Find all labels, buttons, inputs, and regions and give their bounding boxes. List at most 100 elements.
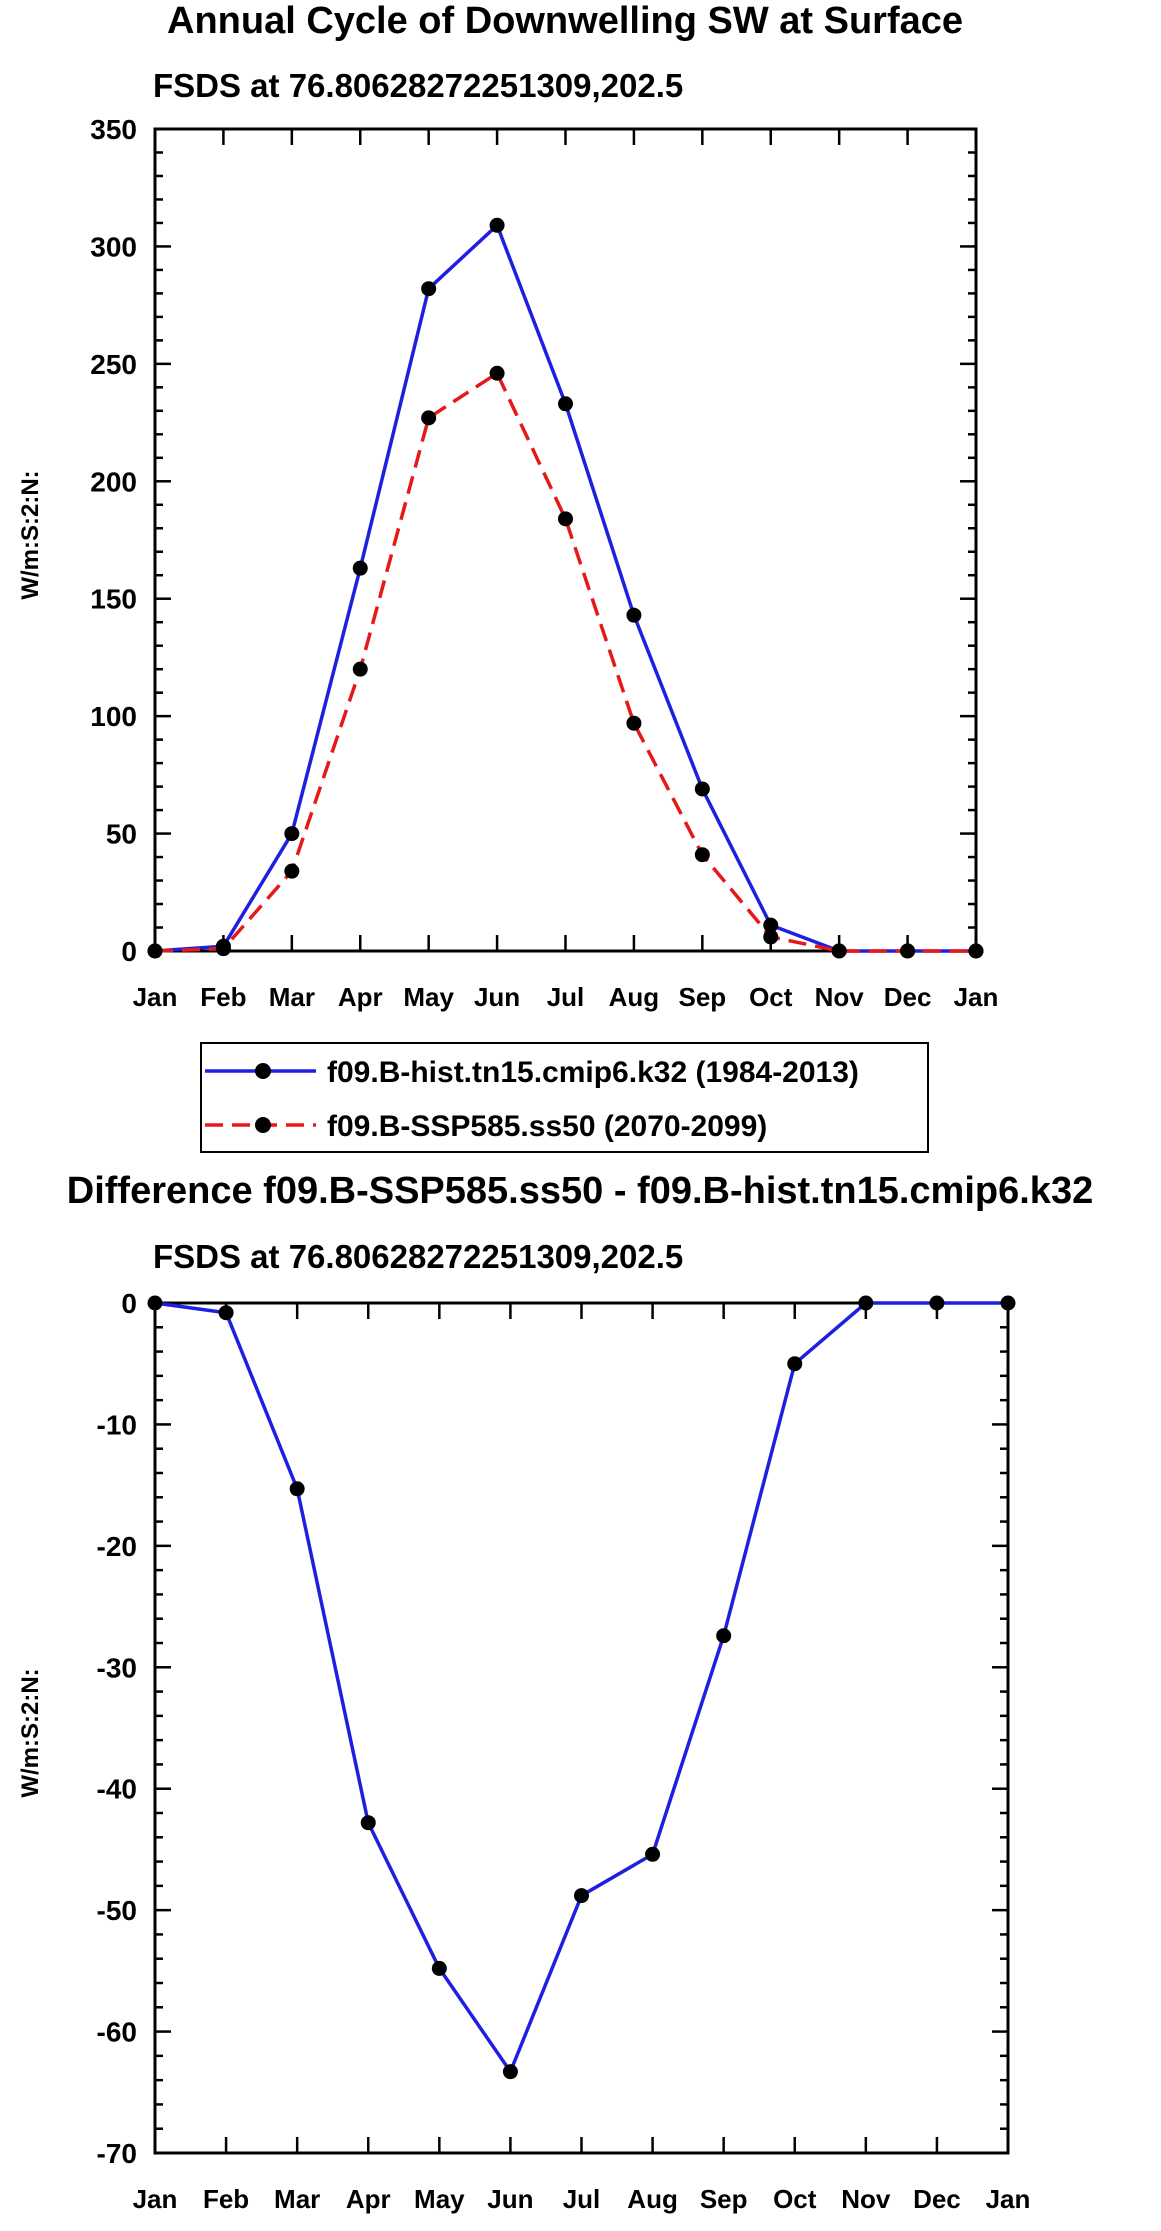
series-line-0 [154, 1301, 1008, 2074]
x-tick-label: Jan [133, 982, 178, 1012]
x-tick-label: Aug [609, 982, 660, 1012]
data-point-0 [421, 281, 437, 297]
plot-frame [153, 127, 978, 953]
data-point-1 [626, 715, 642, 731]
y-tick-label: -10 [97, 1409, 137, 1440]
x-tick-label: Mar [274, 2184, 320, 2214]
chart-title: Difference f09.B-SSP585.ss50 - f09.B-his… [67, 1170, 1093, 1212]
y-tick-label: 100 [90, 701, 137, 732]
data-point-1 [968, 943, 984, 959]
data-point-1 [900, 943, 916, 959]
y-tick-label: 250 [90, 349, 137, 380]
y-axis-label: W/m:S:2:N: [17, 470, 44, 599]
x-tick-label: Jul [563, 2184, 601, 2214]
data-point-0 [645, 1846, 661, 1862]
x-tick-label: Feb [200, 982, 246, 1012]
data-point-0 [360, 1815, 376, 1831]
data-point-0 [352, 560, 368, 576]
y-tick-label: 150 [90, 584, 137, 615]
panel-annual-cycle: Annual Cycle of Downwelling SW at Surfac… [17, 0, 999, 1153]
data-point-0 [489, 217, 505, 233]
x-tick-label: Sep [700, 2184, 748, 2214]
legend-box [200, 1042, 929, 1153]
x-tick-label: Apr [346, 2184, 391, 2214]
series-line-1 [154, 371, 976, 953]
x-tick-label: Jun [487, 2184, 533, 2214]
chart-title: Annual Cycle of Downwelling SW at Surfac… [167, 0, 963, 42]
panel-difference: Difference f09.B-SSP585.ss50 - f09.B-his… [17, 1170, 1093, 2214]
x-tick-label: May [414, 2184, 465, 2214]
series-line-0 [154, 223, 976, 953]
data-point-0 [694, 781, 710, 797]
chart-subtitle: FSDS at 76.80628272251309,202.5 [153, 67, 683, 104]
y-tick-label: -20 [97, 1531, 137, 1562]
data-point-1 [421, 410, 437, 426]
data-point-1 [831, 943, 847, 959]
series-group [147, 1295, 1016, 2080]
legend-label-hist: f09.B-hist.tn15.cmip6.k32 (1984-2013) [327, 1056, 859, 1089]
x-tick-label: Oct [773, 2184, 817, 2214]
data-point-0 [289, 1481, 305, 1497]
x-tick-label: Jan [986, 2184, 1031, 2214]
data-point-1 [694, 847, 710, 863]
x-tick-label: Mar [269, 982, 315, 1012]
x-tick-label: Sep [678, 982, 726, 1012]
y-tick-label: -70 [97, 2138, 137, 2169]
data-point-1 [352, 661, 368, 677]
data-point-0 [147, 1295, 163, 1311]
y-tick-label: 300 [90, 231, 137, 262]
data-point-1 [215, 941, 231, 957]
x-tick-label: Dec [884, 982, 932, 1012]
data-point-0 [716, 1628, 732, 1644]
data-point-0 [284, 826, 300, 842]
legend-marker-ssp [255, 1117, 271, 1133]
y-tick-label: 200 [90, 466, 137, 497]
x-tick-label: Aug [627, 2184, 678, 2214]
data-point-0 [763, 917, 779, 933]
data-point-0 [787, 1356, 803, 1372]
y-tick-label: 0 [121, 1288, 137, 1319]
legend-label-ssp: f09.B-SSP585.ss50 (2070-2099) [327, 1110, 767, 1143]
y-tick-label: -50 [97, 1895, 137, 1926]
y-ticks: 0 50 100 150 200 250 300 350 [90, 114, 976, 967]
x-ticks: Jan Feb Mar Apr May Jun Jul Aug Sep Oct Nov Dec Jan [133, 129, 999, 1012]
y-tick-label: 50 [106, 819, 137, 850]
data-point-0 [431, 1960, 447, 1976]
legend-marker-hist [255, 1063, 271, 1079]
x-tick-label: Apr [338, 982, 383, 1012]
data-point-1 [763, 929, 779, 945]
y-tick-label: 0 [121, 936, 137, 967]
legend: f09.B-hist.tn15.cmip6.k32 (1984-2013) f0… [200, 1042, 929, 1153]
x-tick-label: Nov [841, 2184, 891, 2214]
y-tick-label: -30 [97, 1652, 137, 1683]
data-point-0 [218, 1305, 234, 1321]
data-point-0 [502, 2064, 518, 2080]
data-point-0 [858, 1295, 874, 1311]
x-tick-label: Jan [954, 982, 999, 1012]
y-tick-label: -40 [97, 1774, 137, 1805]
x-ticks: Jan Feb Mar Apr May Jun Jul Aug Sep Oct Nov Dec Jan [133, 1303, 1031, 2214]
x-tick-label: Oct [749, 982, 793, 1012]
y-tick-label: -60 [97, 2017, 137, 2048]
x-tick-label: Nov [815, 982, 865, 1012]
plot-frame [153, 1301, 1010, 2155]
data-point-0 [574, 1888, 589, 1904]
y-tick-label: 350 [90, 114, 137, 145]
x-tick-label: May [403, 982, 454, 1012]
x-tick-label: Jul [547, 982, 585, 1012]
chart-subtitle: FSDS at 76.80628272251309,202.5 [153, 1238, 683, 1275]
x-tick-label: Dec [913, 2184, 961, 2214]
x-tick-label: Jan [133, 2184, 178, 2214]
data-point-0 [626, 607, 642, 623]
data-point-1 [558, 511, 573, 527]
data-point-1 [147, 943, 163, 959]
series-group [147, 217, 984, 959]
data-point-0 [929, 1295, 945, 1311]
data-point-0 [1000, 1295, 1016, 1311]
data-point-0 [558, 396, 573, 412]
y-axis-label: W/m:S:2:N: [17, 1668, 44, 1797]
data-point-1 [489, 365, 505, 381]
x-tick-label: Jun [474, 982, 520, 1012]
x-tick-label: Feb [203, 2184, 249, 2214]
